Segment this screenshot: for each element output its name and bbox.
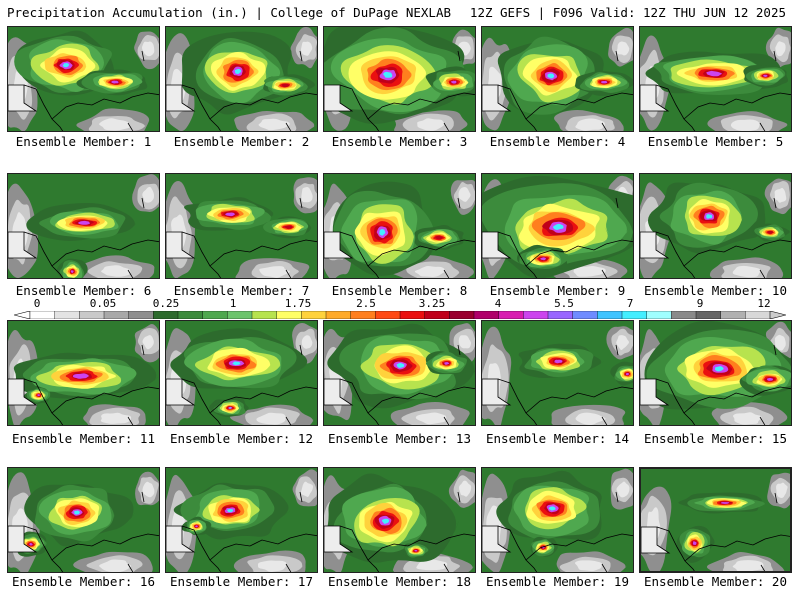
precip-colorbar bbox=[14, 311, 786, 319]
ensemble-member-map bbox=[481, 467, 634, 573]
colorbar-max-arrow bbox=[769, 311, 786, 319]
colorbar-swatch bbox=[325, 311, 352, 319]
ensemble-member-label: Ensemble Member: 20 bbox=[644, 574, 787, 589]
ensemble-member-label: Ensemble Member: 2 bbox=[173, 134, 310, 149]
colorbar-tick-label: 5.5 bbox=[554, 297, 574, 310]
ensemble-member-map bbox=[639, 26, 792, 132]
colorbar-swatch bbox=[572, 311, 599, 319]
ensemble-member-label: Ensemble Member: 14 bbox=[486, 431, 629, 446]
colorbar-swatch bbox=[153, 311, 179, 319]
colorbar-swatch bbox=[424, 311, 451, 319]
ensemble-member-map bbox=[165, 320, 318, 426]
colorbar-swatch bbox=[29, 311, 56, 319]
colorbar-tick-label: 12 bbox=[757, 297, 771, 310]
colorbar-swatch bbox=[202, 311, 229, 319]
colorbar-min-arrow bbox=[14, 311, 31, 319]
ensemble-member-map bbox=[639, 320, 792, 426]
ensemble-member-map bbox=[165, 467, 318, 573]
colorbar-tick-label: 0.05 bbox=[89, 297, 117, 310]
ensemble-member-map bbox=[7, 173, 160, 279]
colorbar-swatch bbox=[301, 311, 327, 319]
colorbar-swatch bbox=[745, 311, 771, 319]
ensemble-member-map bbox=[323, 26, 476, 132]
ensemble-member-label: Ensemble Member: 11 bbox=[12, 431, 155, 446]
ensemble-member-map bbox=[481, 26, 634, 132]
colorbar-swatch bbox=[523, 311, 549, 319]
colorbar-swatch bbox=[79, 311, 105, 319]
ensemble-member-label: Ensemble Member: 6 bbox=[15, 283, 152, 298]
ensemble-member-label: Ensemble Member: 17 bbox=[170, 574, 313, 589]
colorbar-tick-label: 3.25 bbox=[418, 297, 446, 310]
ensemble-member-label: Ensemble Member: 3 bbox=[331, 134, 468, 149]
ensemble-member-label: Ensemble Member: 13 bbox=[328, 431, 471, 446]
colorbar-swatch bbox=[498, 311, 525, 319]
ensemble-member-map bbox=[165, 26, 318, 132]
ensemble-member-map bbox=[481, 173, 634, 279]
ensemble-member-map bbox=[639, 467, 792, 573]
ensemble-member-label: Ensemble Member: 19 bbox=[486, 574, 629, 589]
colorbar-swatch bbox=[547, 311, 574, 319]
ensemble-member-map bbox=[323, 467, 476, 573]
ensemble-member-label: Ensemble Member: 9 bbox=[489, 283, 626, 298]
colorbar-swatch bbox=[671, 311, 697, 319]
colorbar-tick-label: 4 bbox=[494, 297, 502, 310]
ensemble-member-label: Ensemble Member: 5 bbox=[647, 134, 784, 149]
colorbar-swatch bbox=[54, 311, 81, 319]
colorbar-tick-label: 1.75 bbox=[284, 297, 312, 310]
ensemble-member-label: Ensemble Member: 12 bbox=[170, 431, 313, 446]
colorbar-swatch bbox=[621, 311, 648, 319]
ensemble-member-label: Ensemble Member: 4 bbox=[489, 134, 626, 149]
colorbar-swatch bbox=[103, 311, 130, 319]
map-title: Precipitation Accumulation (in.) | Colle… bbox=[7, 5, 452, 20]
colorbar-swatch bbox=[646, 311, 673, 319]
ensemble-member-label: Ensemble Member: 15 bbox=[644, 431, 787, 446]
colorbar-tick-label: 0 bbox=[33, 297, 41, 310]
ensemble-member-map bbox=[481, 320, 634, 426]
colorbar-swatch bbox=[597, 311, 623, 319]
ensemble-member-map bbox=[7, 26, 160, 132]
colorbar-tick-label: 1 bbox=[229, 297, 237, 310]
ensemble-member-label: Ensemble Member: 7 bbox=[173, 283, 310, 298]
ensemble-member-map bbox=[165, 173, 318, 279]
colorbar-swatch bbox=[350, 311, 377, 319]
ensemble-member-map bbox=[639, 173, 792, 279]
colorbar-swatch bbox=[449, 311, 475, 319]
ensemble-member-label: Ensemble Member: 18 bbox=[328, 574, 471, 589]
colorbar-swatch bbox=[399, 311, 426, 319]
ensemble-member-map bbox=[7, 320, 160, 426]
colorbar-tick-label: 9 bbox=[696, 297, 704, 310]
colorbar-swatch bbox=[375, 311, 401, 319]
colorbar-tick-label: 7 bbox=[626, 297, 634, 310]
colorbar-swatch bbox=[227, 311, 253, 319]
colorbar-swatch bbox=[177, 311, 204, 319]
colorbar-tick-label: 0.25 bbox=[152, 297, 180, 310]
ensemble-member-map bbox=[323, 320, 476, 426]
colorbar-tick-label: 2.5 bbox=[356, 297, 376, 310]
colorbar-swatch bbox=[695, 311, 722, 319]
colorbar-swatch bbox=[251, 311, 278, 319]
colorbar-swatch bbox=[720, 311, 747, 319]
colorbar-swatch bbox=[128, 311, 155, 319]
ensemble-member-map bbox=[7, 467, 160, 573]
colorbar-swatch bbox=[473, 311, 500, 319]
ensemble-member-label: Ensemble Member: 8 bbox=[331, 283, 468, 298]
model-run-valid-time: 12Z GEFS | F096 Valid: 12Z THU JUN 12 20… bbox=[469, 5, 786, 20]
colorbar-swatch bbox=[276, 311, 303, 319]
ensemble-member-label: Ensemble Member: 1 bbox=[15, 134, 152, 149]
ensemble-member-label: Ensemble Member: 16 bbox=[12, 574, 155, 589]
ensemble-member-label: Ensemble Member: 10 bbox=[644, 283, 787, 298]
ensemble-member-map bbox=[323, 173, 476, 279]
